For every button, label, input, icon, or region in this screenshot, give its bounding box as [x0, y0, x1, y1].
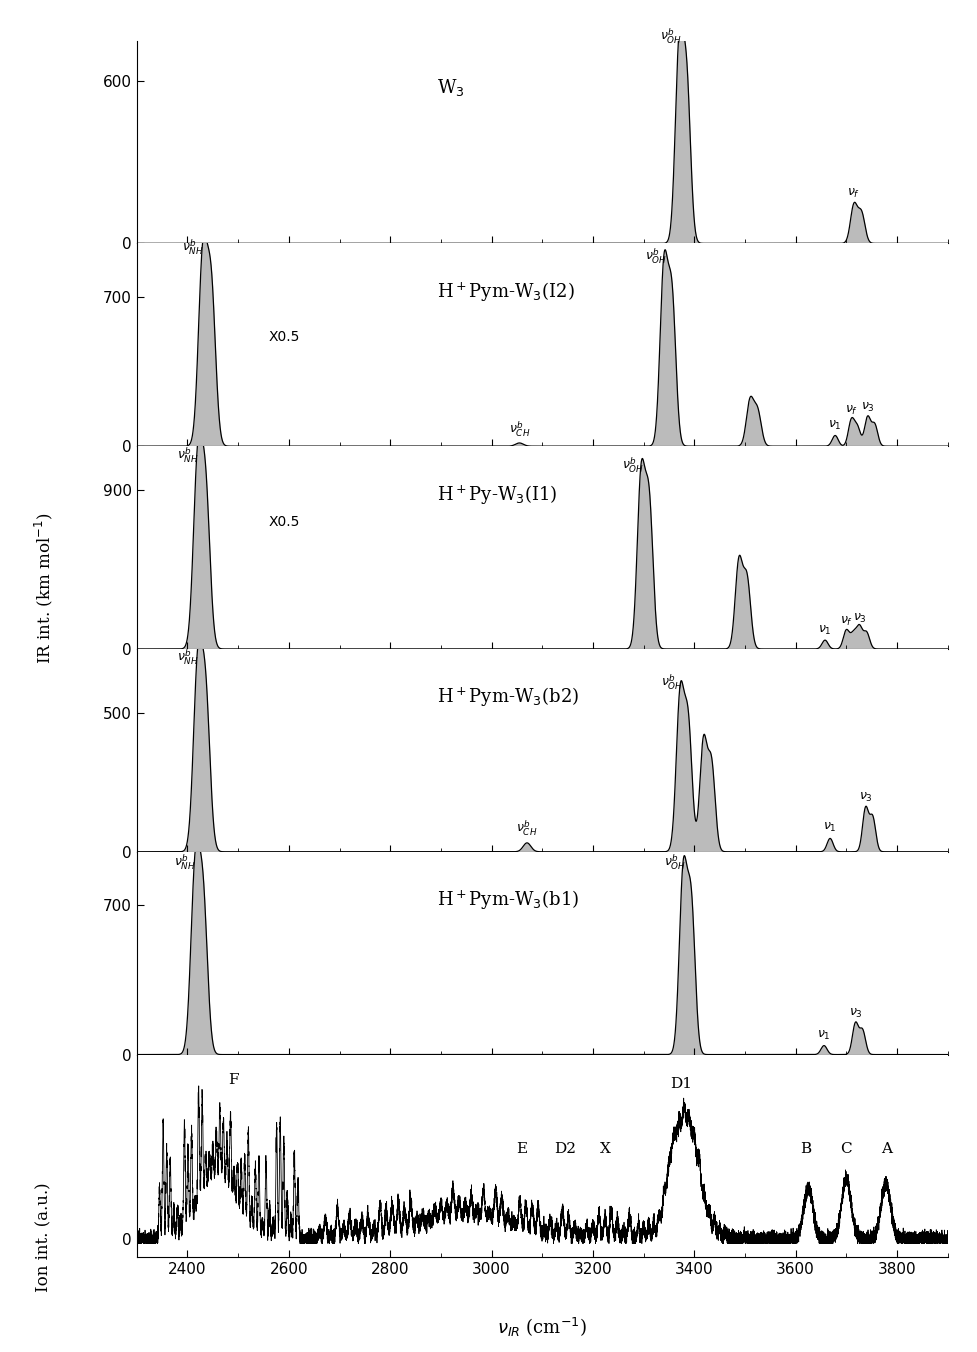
Text: $\nu_1$: $\nu_1$ — [828, 419, 842, 433]
Text: H$^+$Pym-W$_3$(b1): H$^+$Pym-W$_3$(b1) — [437, 888, 579, 911]
Text: W$_3$: W$_3$ — [437, 77, 464, 99]
Text: F: F — [228, 1073, 238, 1087]
Text: $\nu_{NH}^b$: $\nu_{NH}^b$ — [182, 238, 203, 257]
Text: $\nu_{OH}^b$: $\nu_{OH}^b$ — [622, 456, 645, 476]
Text: X: X — [600, 1142, 611, 1156]
Text: $\nu_1$: $\nu_1$ — [824, 821, 837, 834]
Text: E: E — [517, 1142, 528, 1156]
Text: $\nu_1$: $\nu_1$ — [818, 625, 831, 637]
Text: $\nu_3$: $\nu_3$ — [861, 400, 874, 414]
Text: X0.5: X0.5 — [269, 330, 300, 343]
Text: $\nu_{OH}^b$: $\nu_{OH}^b$ — [645, 246, 667, 266]
Text: $\nu_{NH}^b$: $\nu_{NH}^b$ — [174, 853, 195, 872]
Text: A: A — [881, 1142, 892, 1156]
Text: $\nu_{IR}$ (cm$^{-1}$): $\nu_{IR}$ (cm$^{-1}$) — [497, 1315, 587, 1340]
Text: D1: D1 — [670, 1078, 693, 1091]
Text: $\nu_{OH}^b$: $\nu_{OH}^b$ — [664, 853, 687, 872]
Text: $\nu_1$: $\nu_1$ — [817, 1029, 830, 1042]
Text: B: B — [800, 1142, 811, 1156]
Text: $\nu_{OH}^b$: $\nu_{OH}^b$ — [660, 27, 683, 46]
Text: D2: D2 — [554, 1142, 576, 1156]
Text: X0.5: X0.5 — [269, 515, 300, 529]
Text: $\nu_{NH}^b$: $\nu_{NH}^b$ — [177, 648, 198, 667]
Text: $\nu_{CH}^b$: $\nu_{CH}^b$ — [509, 419, 531, 439]
Text: $\nu_{CH}^b$: $\nu_{CH}^b$ — [516, 818, 537, 838]
Text: $\nu_{OH}^b$: $\nu_{OH}^b$ — [661, 673, 684, 692]
Text: Ion int. (a.u.): Ion int. (a.u.) — [35, 1182, 53, 1293]
Text: $\nu_f$: $\nu_f$ — [840, 615, 853, 627]
Text: IR int. (km mol$^{-1}$): IR int. (km mol$^{-1}$) — [33, 512, 55, 664]
Text: $\nu_f$: $\nu_f$ — [845, 404, 858, 418]
Text: $\nu_3$: $\nu_3$ — [853, 611, 867, 625]
Text: H$^+$Pym-W$_3$(I2): H$^+$Pym-W$_3$(I2) — [437, 280, 574, 303]
Text: H$^+$Pym-W$_3$(b2): H$^+$Pym-W$_3$(b2) — [437, 685, 579, 708]
Text: $\nu_{NH}^b$: $\nu_{NH}^b$ — [177, 445, 198, 465]
Text: $\nu_f$: $\nu_f$ — [847, 187, 861, 200]
Text: $\nu_3$: $\nu_3$ — [859, 791, 872, 804]
Text: H$^+$Py-W$_3$(I1): H$^+$Py-W$_3$(I1) — [437, 483, 558, 506]
Text: $\nu_3$: $\nu_3$ — [848, 1007, 863, 1021]
Text: C: C — [840, 1142, 852, 1156]
